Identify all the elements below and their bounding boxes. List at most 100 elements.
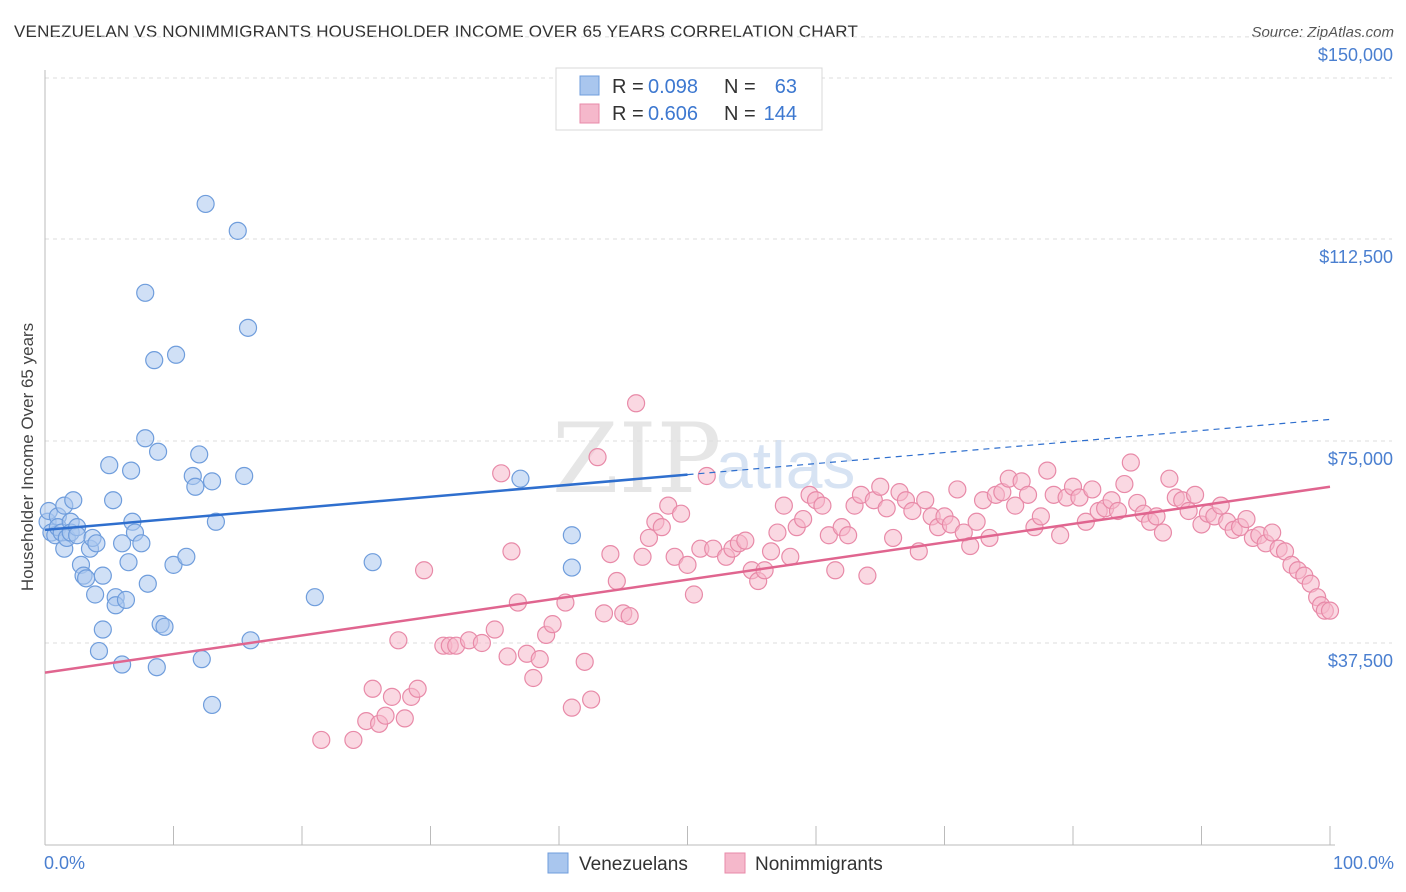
- nonimmigrant-point: [774, 496, 793, 515]
- venezuelan-point: [155, 617, 174, 636]
- nonimmigrant-point: [395, 709, 414, 728]
- y-tick-label: $75,000: [1328, 449, 1393, 469]
- nonimmigrant-point: [492, 464, 511, 483]
- nonimmigrant-point: [871, 477, 890, 496]
- venezuelan-point: [190, 445, 209, 464]
- legend-r-value-1: 0.098: [648, 76, 698, 98]
- venezuelan-point: [68, 526, 87, 545]
- venezuelan-point: [112, 534, 132, 553]
- nonimmigrant-point: [543, 615, 562, 634]
- nonimmigrant-point: [1018, 485, 1038, 504]
- bottom-legend-swatch-venezuelans: [547, 852, 569, 874]
- bottom-legend: Venezuelans Nonimmigrants: [547, 852, 883, 875]
- venezuelan-point: [136, 429, 155, 448]
- venezuelan-point: [136, 283, 155, 302]
- nonimmigrant-point: [414, 561, 434, 580]
- nonimmigrant-point: [967, 512, 986, 531]
- venezuelan-point: [138, 574, 157, 593]
- venezuelan-trend-line-extension: [687, 418, 1331, 476]
- venezuelan-point: [206, 512, 226, 531]
- nonimmigrant-point: [659, 496, 678, 515]
- venezuelan-point: [562, 526, 581, 545]
- venezuelan-point: [148, 442, 168, 461]
- nonimmigrant-point: [916, 491, 935, 510]
- bottom-legend-venezuelans: Venezuelans: [579, 854, 688, 875]
- venezuelan-point: [86, 585, 105, 604]
- nonimmigrant-point: [761, 542, 781, 561]
- nonimmigrant-point: [1006, 496, 1025, 515]
- nonimmigrant-point: [601, 544, 620, 564]
- nonimmigrant-point: [607, 571, 626, 591]
- nonimmigrant-point: [1153, 523, 1173, 542]
- nonimmigrant-point: [376, 706, 395, 725]
- legend-n-value-2: 144: [764, 103, 797, 125]
- venezuelan-point: [119, 553, 138, 572]
- venezuelan-point: [112, 655, 132, 674]
- venezuelan-point: [511, 469, 530, 488]
- nonimmigrant-point: [671, 504, 691, 523]
- venezuelan-point: [87, 534, 106, 553]
- venezuelan-point: [186, 477, 205, 496]
- nonimmigrant-point: [697, 466, 716, 486]
- nonimmigrant-point: [524, 668, 543, 688]
- nonimmigrant-point: [684, 585, 704, 604]
- venezuelan-point: [166, 345, 186, 364]
- bottom-legend-swatch-nonimmigrants: [724, 852, 746, 874]
- nonimmigrant-point: [382, 687, 402, 706]
- legend-r-label-1: R =: [612, 76, 644, 98]
- legend: R = 0.098 N = 63 R = 0.606 N = 144: [555, 67, 823, 131]
- nonimmigrant-point: [1179, 501, 1198, 521]
- venezuelan-point: [121, 461, 141, 480]
- venezuelan-point: [164, 555, 183, 574]
- venezuelan-point: [196, 194, 215, 214]
- y-tick-label: $112,500: [1319, 247, 1393, 267]
- nonimmigrant-point: [941, 515, 961, 534]
- data-points: [38, 194, 1340, 750]
- nonimmigrant-point: [839, 526, 858, 545]
- nonimmigrant-point: [1031, 507, 1050, 526]
- venezuelan-point: [93, 566, 112, 585]
- venezuelan-point: [132, 534, 151, 553]
- nonimmigrant-point: [1320, 601, 1340, 620]
- venezuelan-point: [202, 695, 222, 715]
- nonimmigrant-point: [485, 620, 504, 639]
- nonimmigrant-point: [652, 518, 671, 537]
- nonimmigrant-point: [903, 501, 922, 521]
- nonimmigrant-point: [961, 536, 980, 556]
- nonimmigrant-point: [704, 539, 723, 558]
- nonimmigrant-point: [594, 604, 614, 623]
- nonimmigrant-point: [626, 394, 646, 413]
- x-tick-label-min: 0.0%: [44, 853, 85, 873]
- y-axis-label: Householder Income Over 65 years: [18, 323, 37, 591]
- nonimmigrant-point: [1038, 461, 1057, 480]
- nonimmigrant-point: [877, 499, 896, 518]
- nonimmigrant-point: [363, 679, 382, 698]
- nonimmigrant-point: [1070, 488, 1089, 507]
- nonimmigrant-point: [736, 531, 755, 550]
- nonimmigrant-point: [530, 650, 549, 669]
- nonimmigrant-point: [472, 633, 491, 653]
- nonimmigrant-point: [502, 542, 521, 561]
- nonimmigrant-point: [1083, 480, 1102, 499]
- nonimmigrant-point: [588, 448, 607, 467]
- y-tick-label: $37,500: [1328, 651, 1393, 671]
- nonimmigrant-point: [678, 555, 697, 574]
- nonimmigrant-point: [768, 523, 787, 542]
- nonimmigrant-point: [883, 528, 903, 548]
- legend-swatch-nonimmigrants: [579, 103, 600, 124]
- venezuelan-point: [116, 590, 136, 609]
- nonimmigrant-point: [582, 690, 601, 709]
- nonimmigrant-point: [562, 698, 581, 717]
- venezuelan-point: [228, 221, 247, 240]
- nonimmigrant-point: [498, 647, 517, 666]
- nonimmigrant-point: [575, 652, 594, 671]
- nonimmigrant-point: [1185, 485, 1205, 504]
- legend-r-value-2: 0.606: [648, 103, 698, 125]
- nonimmigrant-point: [312, 730, 331, 750]
- venezuelan-point: [93, 620, 112, 639]
- venezuelan-point: [177, 547, 196, 566]
- nonimmigrant-point: [1211, 496, 1230, 515]
- nonimmigrant-point: [1121, 453, 1140, 472]
- nonimmigrant-trend-line: [44, 485, 1331, 674]
